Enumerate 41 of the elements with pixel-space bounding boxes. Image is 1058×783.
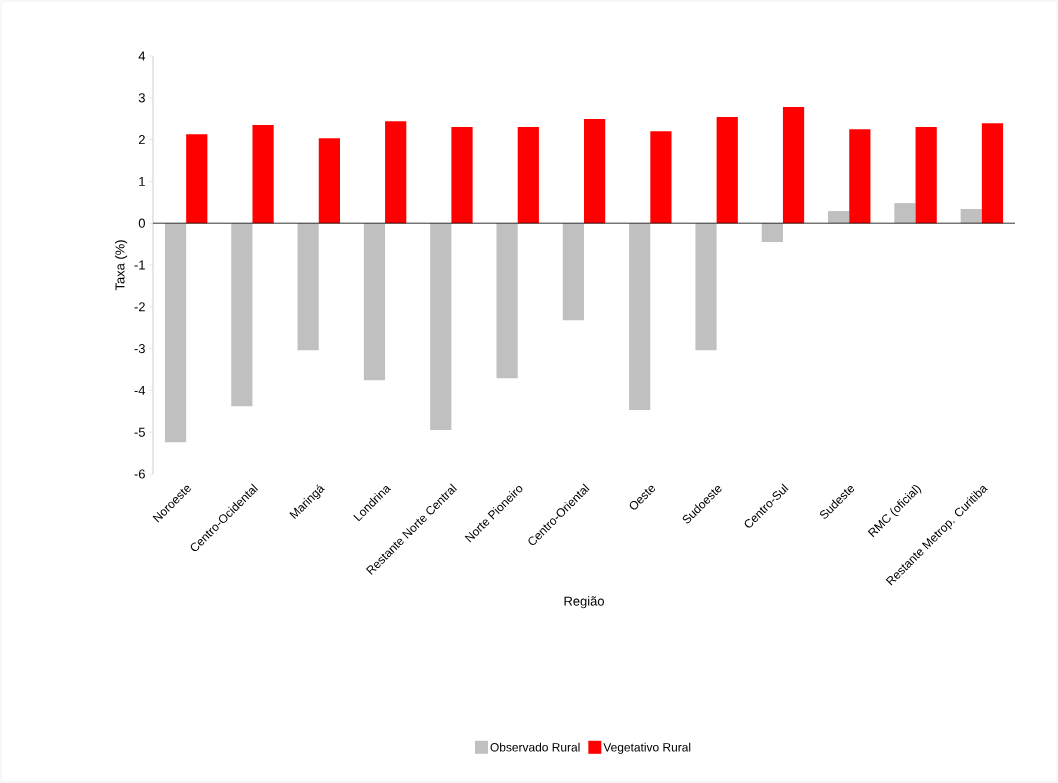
y-tick-label: -3 (134, 344, 145, 354)
y-tick-label: -4 (134, 385, 146, 395)
y-axis-title: Taxa (%) (115, 240, 128, 291)
bar (915, 127, 937, 224)
bar (782, 106, 805, 224)
y-tick-label: 3 (138, 93, 145, 103)
legend-label: Observado Rural (490, 742, 580, 752)
bar (318, 138, 340, 224)
bar (252, 124, 274, 224)
bar (695, 223, 717, 351)
y-tick-label: -1 (134, 260, 145, 270)
x-axis-title: Região (564, 596, 604, 609)
y-tick-label: -2 (134, 302, 145, 312)
bar (297, 223, 319, 351)
bar (584, 119, 606, 224)
bar (430, 223, 452, 431)
bar (828, 211, 850, 224)
legend-label: Vegetativo Rural (603, 742, 691, 754)
bar (981, 123, 1004, 224)
bar (517, 127, 539, 224)
bar (186, 134, 208, 224)
bar (562, 223, 585, 321)
y-tick-label: -5 (134, 427, 145, 437)
bar (716, 117, 738, 224)
y-tick-label: 2 (138, 135, 145, 145)
bar (960, 208, 982, 224)
y-tick-label: 0 (138, 218, 145, 228)
bar (761, 223, 783, 242)
y-tick-label: -6 (134, 469, 145, 479)
y-tick-label: 4 (138, 51, 146, 61)
bar (894, 203, 916, 224)
bar (629, 223, 651, 411)
y-tick-label: 1 (139, 176, 145, 186)
bar (451, 127, 473, 224)
bar (849, 129, 871, 224)
bar (496, 223, 518, 379)
bar (385, 121, 407, 224)
bar (231, 223, 253, 407)
bar (363, 223, 386, 381)
bar (164, 223, 187, 443)
bar (650, 131, 672, 224)
